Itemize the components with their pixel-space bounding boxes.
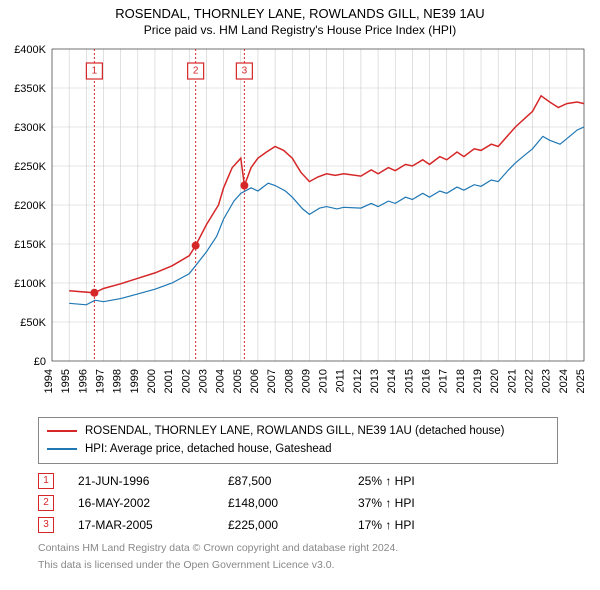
svg-text:2003: 2003 (197, 369, 209, 393)
svg-text:£150K: £150K (14, 239, 46, 251)
svg-text:2014: 2014 (386, 369, 398, 393)
svg-text:2: 2 (193, 65, 199, 76)
legend: ROSENDAL, THORNLEY LANE, ROWLANDS GILL, … (38, 417, 558, 464)
svg-text:2024: 2024 (558, 369, 570, 393)
price-chart: £0 £50K £100K £150K £200K £250K £300K £350K £400… (8, 41, 592, 411)
svg-text:2018: 2018 (455, 369, 467, 393)
svg-text:2001: 2001 (163, 369, 175, 393)
svg-text:2009: 2009 (300, 369, 312, 393)
table-row: 2 16-MAY-2002 £148,000 37% ↑ HPI (38, 492, 592, 514)
svg-text:£250K: £250K (14, 161, 46, 173)
svg-text:2021: 2021 (506, 369, 518, 393)
svg-text:1994: 1994 (43, 369, 55, 393)
svg-text:2011: 2011 (335, 369, 347, 393)
svg-text:2020: 2020 (489, 369, 501, 393)
legend-label-hpi: HPI: Average price, detached house, Gate… (85, 440, 332, 458)
svg-text:2025: 2025 (575, 369, 587, 393)
svg-text:2005: 2005 (232, 369, 244, 393)
svg-text:2015: 2015 (403, 369, 415, 393)
table-row: 3 17-MAR-2005 £225,000 17% ↑ HPI (38, 514, 592, 536)
page-subtitle: Price paid vs. HM Land Registry's House … (8, 23, 592, 37)
svg-text:£100K: £100K (14, 278, 46, 290)
footnote-1: Contains HM Land Registry data © Crown c… (38, 542, 592, 556)
svg-text:2008: 2008 (283, 369, 295, 393)
transaction-date: 21-JUN-1996 (78, 474, 228, 488)
svg-text:2012: 2012 (352, 369, 364, 393)
legend-swatch-hpi (47, 448, 77, 450)
svg-text:1997: 1997 (94, 369, 106, 393)
svg-text:£400K: £400K (14, 44, 46, 56)
svg-text:2023: 2023 (541, 369, 553, 393)
transaction-price: £87,500 (228, 474, 358, 488)
svg-text:2022: 2022 (524, 369, 536, 393)
svg-text:1: 1 (92, 65, 98, 76)
page-title: ROSENDAL, THORNLEY LANE, ROWLANDS GILL, … (8, 6, 592, 23)
svg-text:2019: 2019 (472, 369, 484, 393)
transaction-date: 16-MAY-2002 (78, 496, 228, 510)
transaction-marker-1: 1 (38, 473, 54, 489)
transaction-pct: 37% ↑ HPI (358, 496, 415, 510)
svg-text:2002: 2002 (180, 369, 192, 393)
transaction-marker-2: 2 (38, 495, 54, 511)
svg-text:2000: 2000 (146, 369, 158, 393)
svg-text:2017: 2017 (438, 369, 450, 393)
footnote-2: This data is licensed under the Open Gov… (38, 559, 592, 573)
transaction-date: 17-MAR-2005 (78, 518, 228, 532)
transaction-marker-3: 3 (38, 517, 54, 533)
svg-text:£300K: £300K (14, 122, 46, 134)
svg-text:3: 3 (242, 65, 248, 76)
svg-text:£0: £0 (34, 356, 46, 368)
svg-text:2004: 2004 (215, 369, 227, 393)
svg-text:£200K: £200K (14, 200, 46, 212)
transaction-price: £148,000 (228, 496, 358, 510)
svg-text:1999: 1999 (129, 369, 141, 393)
legend-label-property: ROSENDAL, THORNLEY LANE, ROWLANDS GILL, … (85, 422, 505, 440)
svg-text:2007: 2007 (266, 369, 278, 393)
svg-text:£50K: £50K (20, 317, 46, 329)
svg-text:2016: 2016 (421, 369, 433, 393)
svg-text:2006: 2006 (249, 369, 261, 393)
legend-row-property: ROSENDAL, THORNLEY LANE, ROWLANDS GILL, … (47, 422, 549, 440)
transaction-price: £225,000 (228, 518, 358, 532)
table-row: 1 21-JUN-1996 £87,500 25% ↑ HPI (38, 470, 592, 492)
svg-text:1996: 1996 (77, 369, 89, 393)
transactions-table: 1 21-JUN-1996 £87,500 25% ↑ HPI 2 16-MAY… (38, 470, 592, 536)
svg-text:1998: 1998 (112, 369, 124, 393)
svg-text:2013: 2013 (369, 369, 381, 393)
legend-row-hpi: HPI: Average price, detached house, Gate… (47, 440, 549, 458)
transaction-pct: 17% ↑ HPI (358, 518, 415, 532)
svg-text:£350K: £350K (14, 83, 46, 95)
svg-text:1995: 1995 (60, 369, 72, 393)
svg-text:2010: 2010 (318, 369, 330, 393)
legend-swatch-property (47, 430, 77, 432)
transaction-pct: 25% ↑ HPI (358, 474, 415, 488)
